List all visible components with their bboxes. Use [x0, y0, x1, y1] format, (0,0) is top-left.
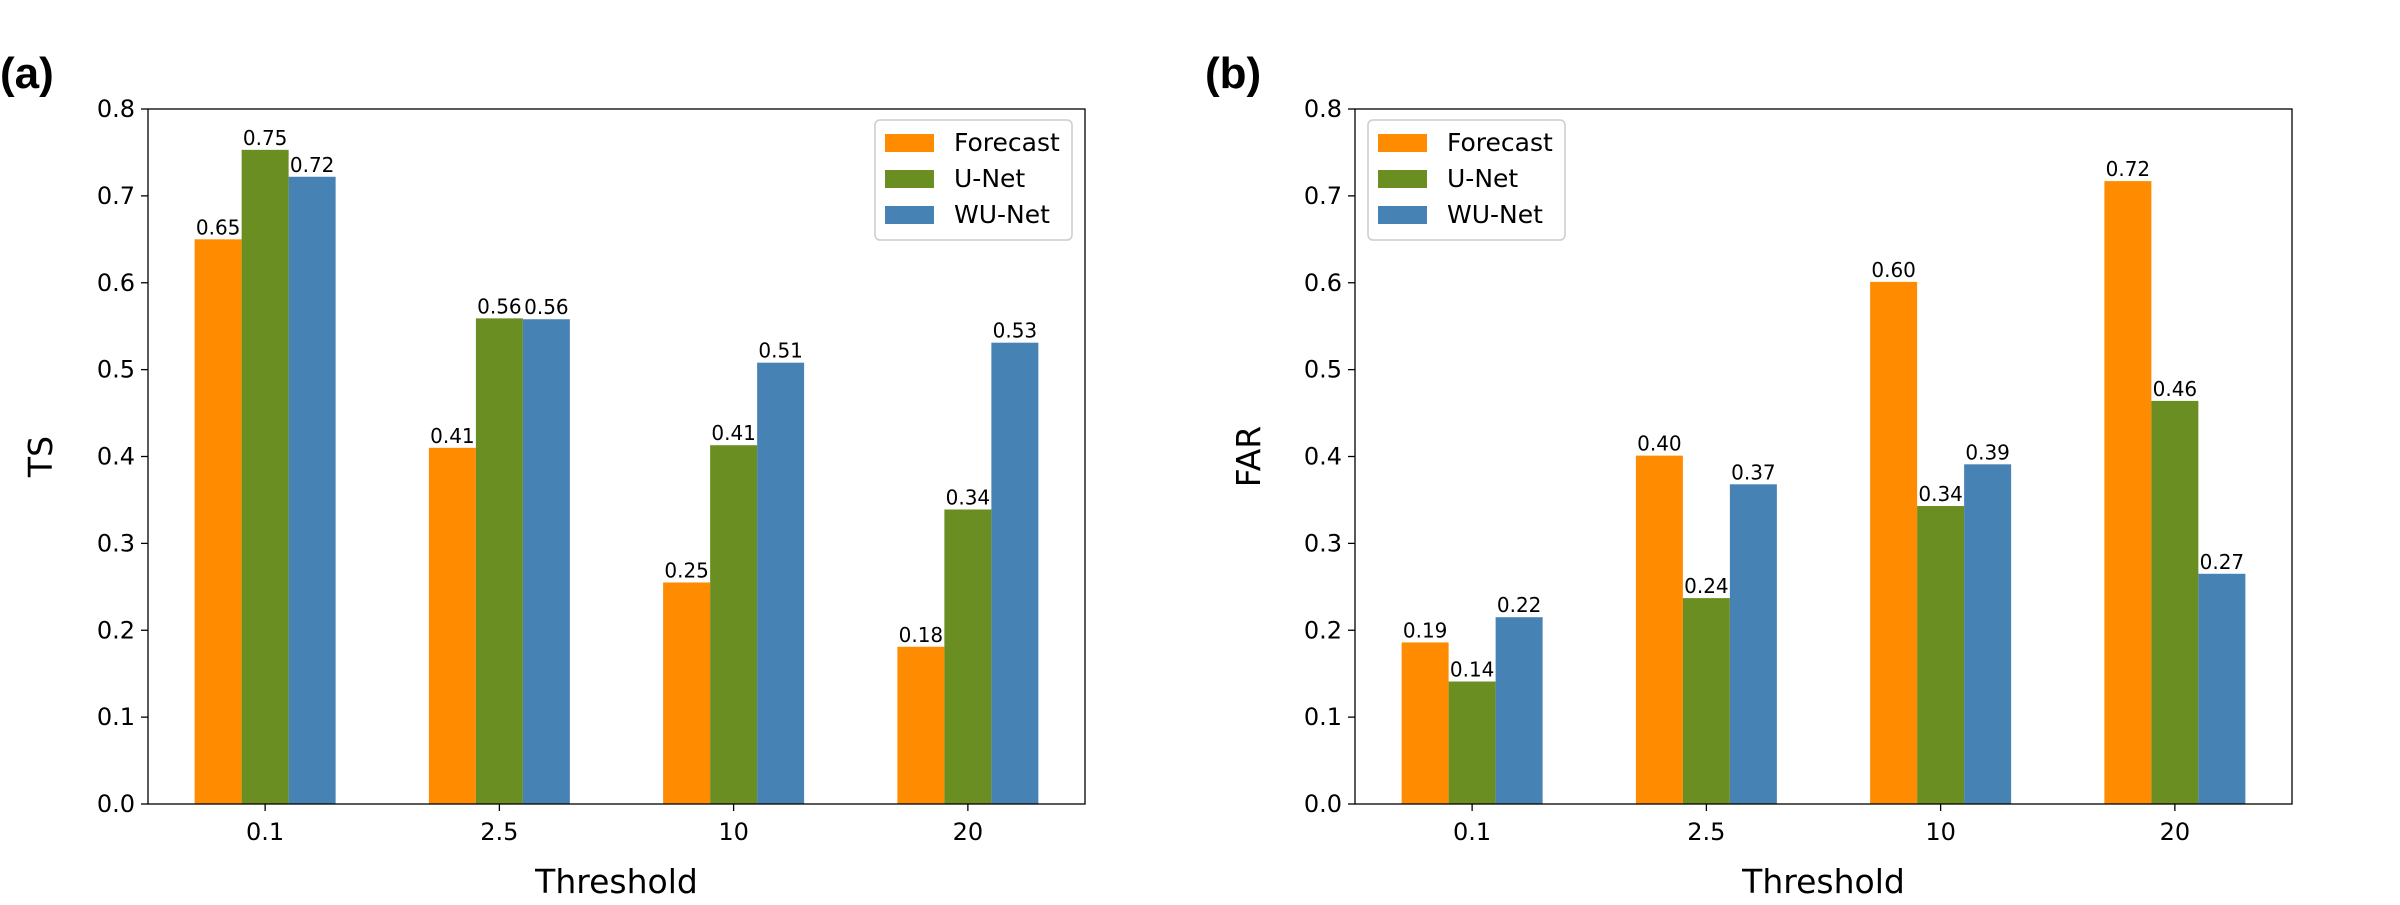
- bar-forecast-2.5: [1635, 455, 1683, 804]
- y-tick-label: 0.3: [1304, 529, 1342, 557]
- y-tick-label: 0.1: [97, 703, 135, 731]
- x-tick-label: 0.1: [246, 818, 284, 846]
- x-tick-label: 20: [953, 818, 984, 846]
- y-tick-label: 0.0: [1304, 790, 1342, 818]
- legend-label: WU-Net: [954, 200, 1050, 229]
- y-axis-label: FAR: [1229, 426, 1268, 487]
- y-tick-label: 0.8: [97, 95, 135, 123]
- bar-u-net-10: [710, 445, 758, 804]
- data-label: 0.41: [711, 421, 756, 445]
- y-tick-label: 0.2: [97, 616, 135, 644]
- bar-u-net-20: [2151, 400, 2199, 804]
- bar-forecast-20: [2104, 181, 2152, 804]
- data-label: 0.56: [524, 295, 569, 319]
- bar-forecast-2.5: [428, 447, 476, 804]
- bar-wu-net-0.1: [1495, 617, 1543, 804]
- data-label: 0.53: [993, 319, 1038, 343]
- bar-wu-net-2.5: [522, 319, 570, 804]
- data-label: 0.65: [196, 215, 241, 239]
- y-tick-label: 0.2: [1304, 616, 1342, 644]
- data-label: 0.39: [1965, 440, 2010, 464]
- x-tick-label: 2.5: [1687, 818, 1725, 846]
- data-label: 0.56: [477, 294, 522, 318]
- x-axis-label: Threshold: [1741, 862, 1905, 900]
- x-tick-label: 2.5: [480, 818, 518, 846]
- legend-label: U-Net: [1447, 164, 1518, 193]
- data-label: 0.14: [1450, 658, 1495, 682]
- legend-label: Forecast: [1447, 128, 1553, 157]
- legend-swatch-forecast: [1378, 134, 1427, 152]
- bar-u-net-0.1: [1448, 681, 1496, 804]
- x-tick-label: 20: [2160, 818, 2191, 846]
- legend-swatch-u-net: [885, 170, 934, 188]
- data-label: 0.72: [2106, 157, 2151, 181]
- data-label: 0.24: [1684, 574, 1729, 598]
- bar-wu-net-10: [1964, 464, 2012, 804]
- data-label: 0.25: [664, 558, 709, 582]
- legend-swatch-wu-net: [1378, 206, 1427, 224]
- legend-swatch-u-net: [1378, 170, 1427, 188]
- bar-forecast-20: [897, 646, 945, 804]
- data-label: 0.41: [430, 424, 475, 448]
- y-tick-label: 0.3: [97, 529, 135, 557]
- y-tick-label: 0.4: [1304, 443, 1342, 471]
- legend-label: Forecast: [954, 128, 1060, 157]
- x-axis-label: Threshold: [534, 862, 698, 900]
- data-label: 0.75: [243, 126, 288, 150]
- y-tick-label: 0.7: [97, 182, 135, 210]
- data-label: 0.46: [2153, 377, 2198, 401]
- data-label: 0.19: [1403, 618, 1448, 642]
- data-label: 0.22: [1497, 593, 1542, 617]
- y-tick-label: 0.6: [97, 269, 135, 297]
- bar-forecast-10: [1870, 281, 1918, 805]
- y-tick-label: 0.5: [97, 356, 135, 384]
- bar-wu-net-0.1: [288, 176, 336, 804]
- bar-wu-net-20: [991, 342, 1039, 804]
- y-tick-label: 0.6: [1304, 269, 1342, 297]
- bar-forecast-10: [663, 582, 711, 804]
- y-tick-label: 0.5: [1304, 356, 1342, 384]
- data-label: 0.18: [899, 623, 944, 647]
- y-tick-label: 0.1: [1304, 703, 1342, 731]
- chart-panel-a: (a)0.650.410.250.180.750.560.410.340.720…: [0, 49, 1086, 901]
- legend-label: WU-Net: [1447, 200, 1543, 229]
- data-label: 0.51: [758, 339, 803, 363]
- bar-wu-net-20: [2198, 573, 2246, 804]
- bar-u-net-10: [1917, 506, 1965, 804]
- bar-u-net-2.5: [1682, 598, 1730, 804]
- legend-swatch-forecast: [885, 134, 934, 152]
- x-tick-label: 0.1: [1453, 818, 1491, 846]
- data-label: 0.72: [290, 153, 335, 177]
- y-tick-label: 0.4: [97, 443, 135, 471]
- data-label: 0.34: [1918, 482, 1963, 506]
- bar-forecast-0.1: [1401, 642, 1449, 804]
- bar-u-net-0.1: [241, 149, 289, 805]
- bar-u-net-20: [944, 509, 992, 804]
- bar-wu-net-2.5: [1729, 484, 1777, 804]
- data-label: 0.40: [1637, 432, 1682, 456]
- panel-label: (b): [1205, 49, 1261, 98]
- x-tick-label: 10: [718, 818, 749, 846]
- bar-u-net-2.5: [475, 318, 523, 804]
- bar-wu-net-10: [757, 362, 805, 804]
- legend-label: U-Net: [954, 164, 1025, 193]
- y-axis-label: TS: [21, 436, 60, 478]
- legend: Forecast U-Net WU-Net: [1367, 119, 1566, 241]
- panel-label: (a): [0, 49, 54, 98]
- chart-panel-b: (b)0.190.400.600.720.140.240.340.460.220…: [1205, 49, 2293, 901]
- legend: Forecast U-Net WU-Net: [874, 119, 1073, 241]
- data-label: 0.27: [2200, 550, 2245, 574]
- data-label: 0.37: [1731, 460, 1776, 484]
- legend-swatch-wu-net: [885, 206, 934, 224]
- data-label: 0.60: [1871, 258, 1916, 282]
- x-tick-label: 10: [1925, 818, 1956, 846]
- y-tick-label: 0.0: [97, 790, 135, 818]
- y-tick-label: 0.7: [1304, 182, 1342, 210]
- data-label: 0.34: [946, 485, 991, 509]
- bar-forecast-0.1: [194, 239, 242, 804]
- y-tick-label: 0.8: [1304, 95, 1342, 123]
